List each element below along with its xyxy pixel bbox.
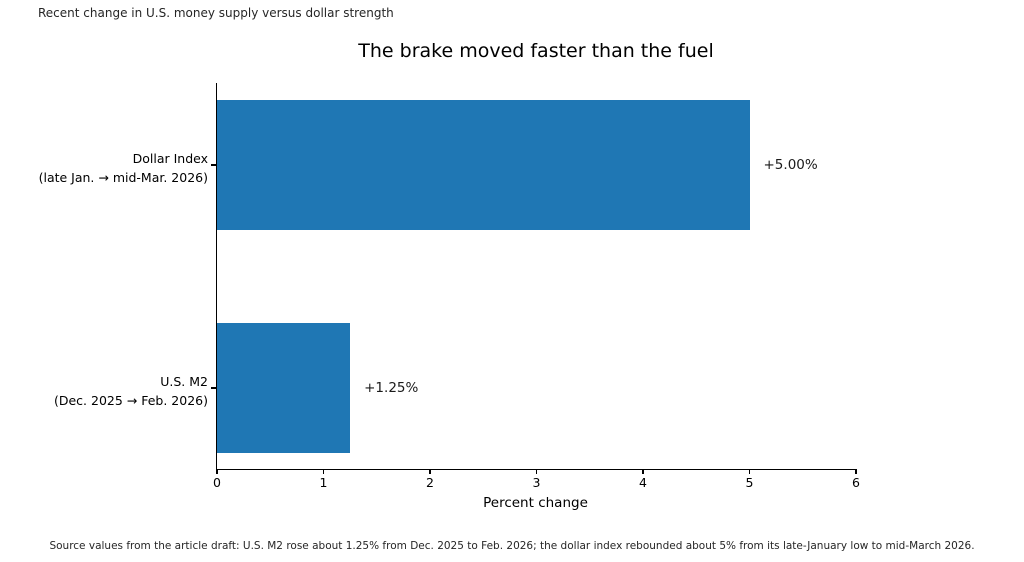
x-tick-mark — [855, 469, 857, 474]
chart-title: The brake moved faster than the fuel — [358, 40, 714, 62]
y-tick-label-line: U.S. M2 — [160, 374, 208, 389]
x-tick-mark — [322, 469, 324, 474]
x-tick-mark — [216, 469, 218, 474]
x-tick-mark — [429, 469, 431, 474]
y-tick-label-line: (Dec. 2025 → Feb. 2026) — [53, 393, 208, 408]
x-tick-label: 1 — [319, 475, 328, 490]
chart-bar — [217, 323, 351, 453]
bar-value-label: +1.25% — [364, 380, 419, 396]
y-tick-mark — [211, 387, 216, 389]
x-tick-label: 5 — [745, 475, 754, 490]
y-tick-label: U.S. M2 (Dec. 2025 → Feb. 2026) — [54, 372, 208, 410]
x-tick-label: 4 — [639, 475, 647, 490]
y-tick-label-line: Dollar Index — [132, 151, 208, 166]
bar-value-label: +5.00% — [763, 157, 818, 173]
figure-subtitle: Recent change in U.S. money supply versu… — [38, 6, 394, 20]
x-tick-label: 3 — [532, 475, 541, 490]
y-tick-label-line: (late Jan. → mid-Mar. 2026) — [38, 170, 208, 185]
x-tick-label: 2 — [426, 475, 434, 490]
y-tick-mark — [211, 164, 216, 166]
y-tick-label: Dollar Index (late Jan. → mid-Mar. 2026) — [39, 149, 208, 187]
x-axis-title: Percent change — [483, 495, 588, 511]
source-note: Source values from the article draft: U.… — [49, 540, 975, 552]
x-tick-label: 6 — [852, 475, 860, 490]
chart-bar — [217, 100, 750, 230]
x-tick-mark — [748, 469, 750, 474]
x-tick-mark — [535, 469, 537, 474]
plot-area: Dollar Index (late Jan. → mid-Mar. 2026) +… — [39, 83, 860, 490]
x-tick-mark — [642, 469, 644, 474]
x-tick-label: 0 — [213, 475, 221, 490]
